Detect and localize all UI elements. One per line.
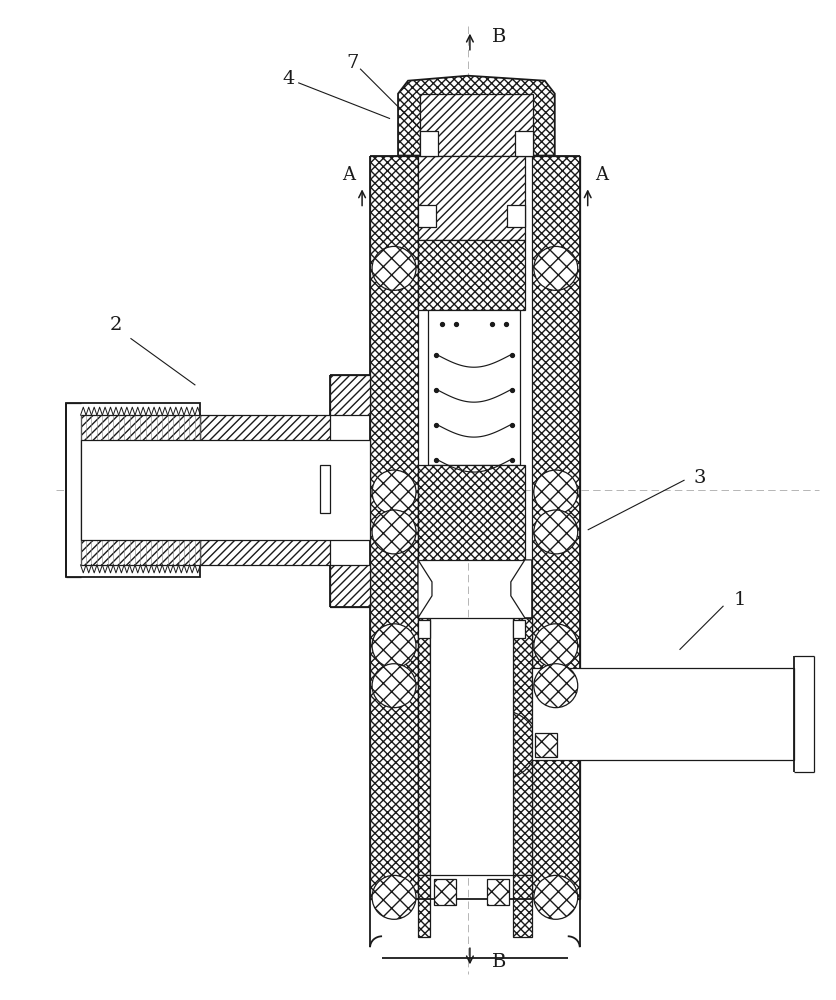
Circle shape (534, 470, 578, 514)
Text: 3: 3 (693, 469, 706, 487)
Circle shape (372, 875, 416, 919)
Circle shape (372, 624, 416, 668)
Circle shape (534, 510, 578, 554)
Bar (434, 879, 456, 905)
Bar (320, 465, 330, 513)
Circle shape (534, 875, 578, 919)
Circle shape (534, 624, 578, 668)
Text: 4: 4 (282, 70, 294, 88)
Polygon shape (330, 375, 370, 415)
Bar (420, 94, 533, 156)
Bar (418, 156, 525, 240)
Bar (420, 131, 438, 156)
Bar (418, 240, 525, 310)
Circle shape (372, 470, 416, 514)
Polygon shape (418, 560, 432, 618)
Bar (418, 620, 430, 638)
Bar (487, 879, 509, 905)
Circle shape (372, 246, 416, 290)
Text: B: B (492, 28, 507, 46)
Bar (418, 618, 430, 875)
Bar (512, 618, 532, 875)
Circle shape (372, 664, 416, 708)
Text: B: B (492, 953, 507, 971)
Bar (370, 156, 418, 899)
Text: 1: 1 (733, 591, 746, 609)
Bar (80, 415, 201, 565)
Bar (532, 668, 794, 760)
Bar (418, 465, 525, 560)
Polygon shape (330, 565, 370, 607)
Circle shape (534, 664, 578, 708)
Bar (532, 156, 579, 899)
Bar (418, 205, 436, 227)
Text: A: A (595, 166, 609, 184)
Bar (512, 620, 525, 638)
Circle shape (534, 246, 578, 290)
Polygon shape (398, 76, 555, 156)
Text: A: A (342, 166, 354, 184)
Polygon shape (511, 560, 532, 618)
Bar (507, 205, 525, 227)
Bar (201, 415, 330, 565)
Bar (80, 440, 370, 540)
Circle shape (372, 510, 416, 554)
Bar (515, 131, 533, 156)
Bar (428, 310, 520, 465)
Text: 2: 2 (110, 316, 122, 334)
Bar (512, 875, 532, 937)
Bar (418, 875, 430, 937)
Bar (430, 618, 512, 875)
Bar (535, 733, 557, 757)
Bar (65, 403, 201, 577)
Text: 7: 7 (346, 54, 359, 72)
